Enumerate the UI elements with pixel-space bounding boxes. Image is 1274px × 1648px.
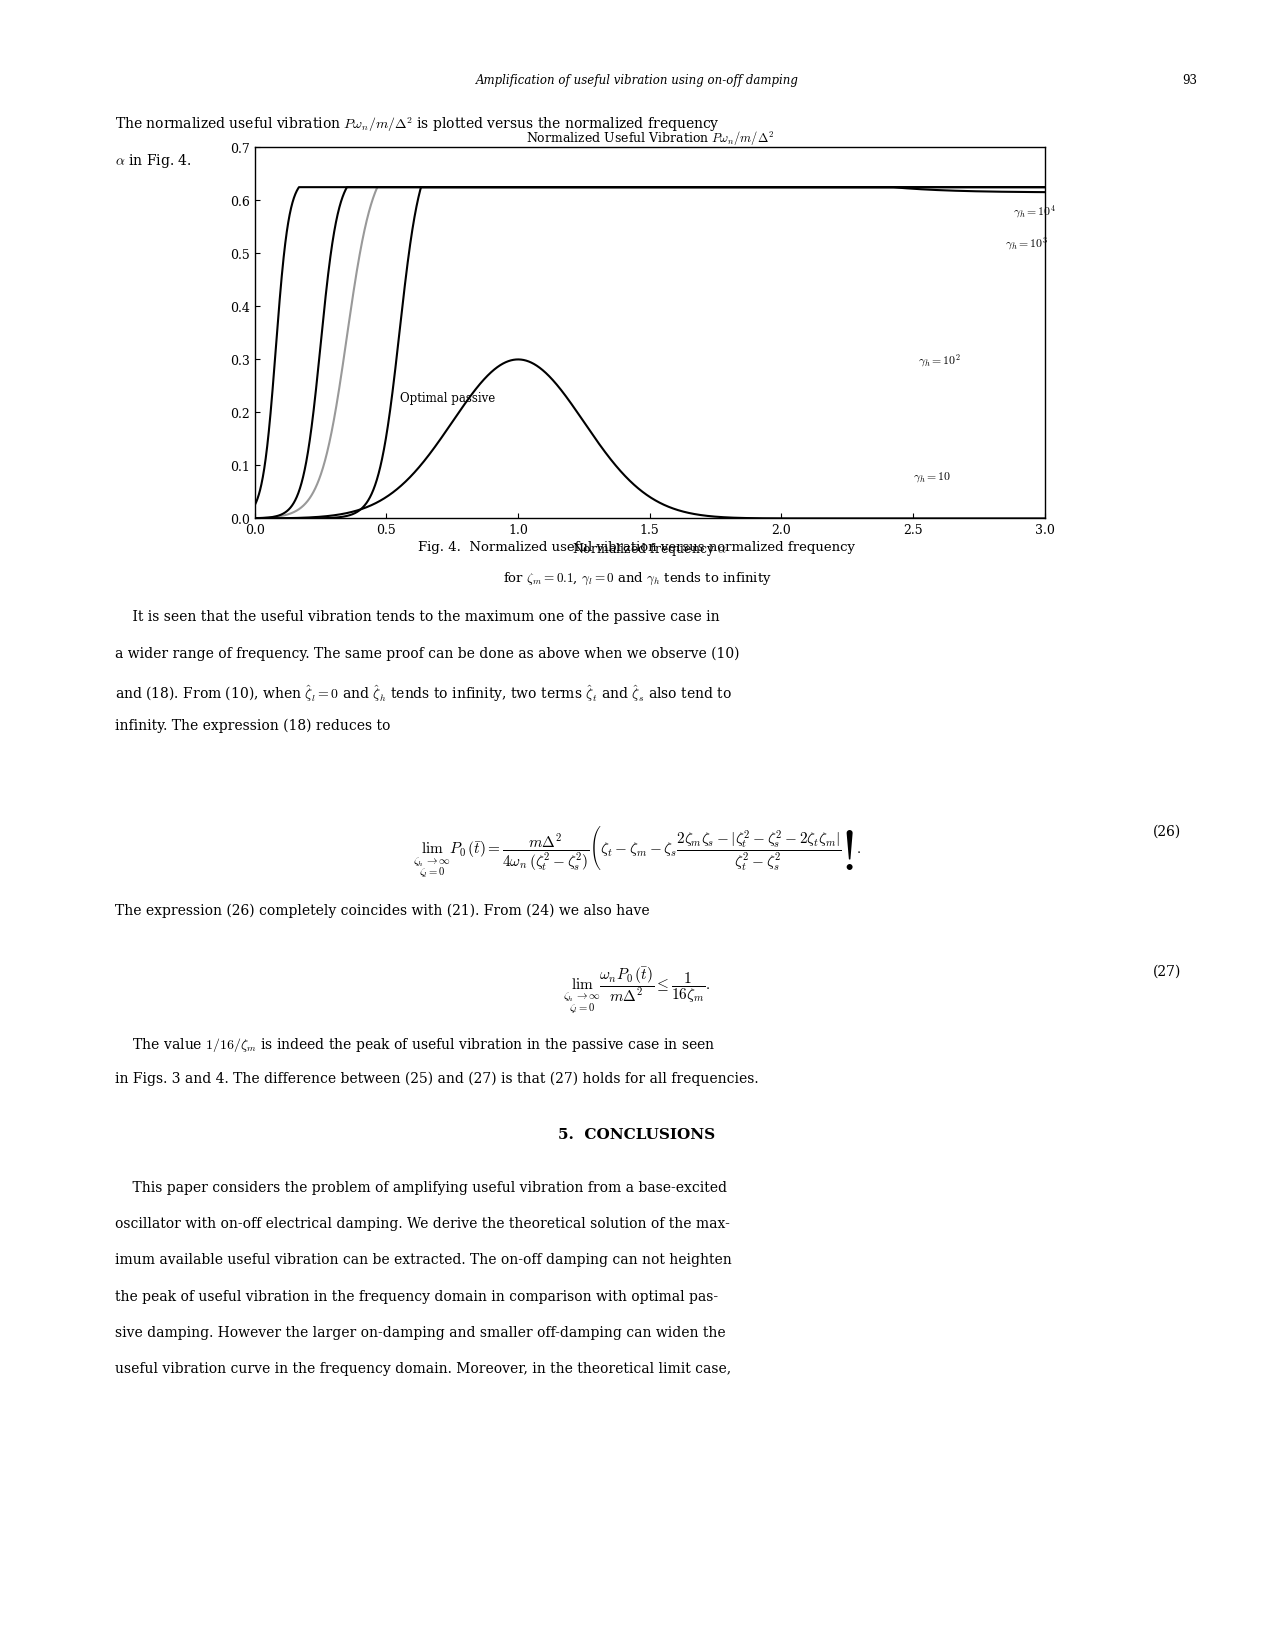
Text: The normalized useful vibration $P\omega_n/m/\Delta^2$ is plotted versus the nor: The normalized useful vibration $P\omega…: [115, 115, 720, 133]
Text: a wider range of frequency. The same proof can be done as above when we observe : a wider range of frequency. The same pro…: [115, 646, 739, 661]
Text: sive damping. However the larger on-damping and smaller off-damping can widen th: sive damping. However the larger on-damp…: [115, 1325, 725, 1338]
Text: 5.  CONCLUSIONS: 5. CONCLUSIONS: [558, 1127, 716, 1140]
Text: (26): (26): [1153, 824, 1181, 837]
Text: for $\zeta_m = 0.1$, $\gamma_l = 0$ and $\gamma_h$ tends to infinity: for $\zeta_m = 0.1$, $\gamma_l = 0$ and …: [502, 570, 772, 587]
Text: The value $1/16/\zeta_m$ is indeed the peak of useful vibration in the passive c: The value $1/16/\zeta_m$ is indeed the p…: [115, 1035, 715, 1053]
Title: Normalized Useful Vibration $P\omega_n/m/\Delta^2$: Normalized Useful Vibration $P\omega_n/m…: [526, 130, 773, 148]
Text: This paper considers the problem of amplifying useful vibration from a base-exci: This paper considers the problem of ampl…: [115, 1180, 726, 1193]
Text: $\gamma_h=10^4$: $\gamma_h=10^4$: [1013, 203, 1056, 221]
Text: and (18). From (10), when $\hat{\zeta}_l = 0$ and $\hat{\zeta}_h$ tends to infin: and (18). From (10), when $\hat{\zeta}_l…: [115, 682, 731, 704]
Text: oscillator with on-off electrical damping. We derive the theoretical solution of: oscillator with on-off electrical dampin…: [115, 1216, 730, 1229]
Text: $\lim_{\substack{\zeta_h\to\infty \\ \zeta_l=0}} \dfrac{\omega_n P_0\,(\bar{t})}: $\lim_{\substack{\zeta_h\to\infty \\ \ze…: [563, 964, 711, 1014]
Text: Fig. 4.  Normalized useful vibration versus normalized frequency: Fig. 4. Normalized useful vibration vers…: [418, 541, 856, 554]
Text: in Figs. 3 and 4. The difference between (25) and (27) is that (27) holds for al: in Figs. 3 and 4. The difference between…: [115, 1071, 758, 1086]
Text: infinity. The expression (18) reduces to: infinity. The expression (18) reduces to: [115, 719, 390, 733]
Text: the peak of useful vibration in the frequency domain in comparison with optimal : the peak of useful vibration in the freq…: [115, 1289, 717, 1302]
Text: 93: 93: [1182, 74, 1198, 87]
Text: $\alpha$ in Fig. 4.: $\alpha$ in Fig. 4.: [115, 152, 191, 170]
Text: $\gamma_h=10^3$: $\gamma_h=10^3$: [1005, 236, 1049, 252]
Text: $\lim_{\substack{\zeta_h\to\infty \\ \zeta_l=0}} P_0\,(\bar{t}) = \dfrac{m\Delta: $\lim_{\substack{\zeta_h\to\infty \\ \ze…: [413, 824, 861, 880]
Text: (27): (27): [1153, 964, 1181, 977]
Text: $\gamma_h=10^2$: $\gamma_h=10^2$: [919, 351, 961, 369]
X-axis label: Normalized frequency $\alpha$: Normalized frequency $\alpha$: [572, 541, 727, 559]
Text: useful vibration curve in the frequency domain. Moreover, in the theoretical lim: useful vibration curve in the frequency …: [115, 1361, 731, 1374]
Text: imum available useful vibration can be extracted. The on-off damping can not hei: imum available useful vibration can be e…: [115, 1252, 731, 1266]
Text: It is seen that the useful vibration tends to the maximum one of the passive cas: It is seen that the useful vibration ten…: [115, 610, 720, 623]
Text: Amplification of useful vibration using on-off damping: Amplification of useful vibration using …: [475, 74, 799, 87]
Text: Optimal passive: Optimal passive: [400, 392, 494, 405]
Text: The expression (26) completely coincides with (21). From (24) we also have: The expression (26) completely coincides…: [115, 903, 650, 918]
Text: $\gamma_h=10$: $\gamma_h=10$: [913, 470, 952, 483]
